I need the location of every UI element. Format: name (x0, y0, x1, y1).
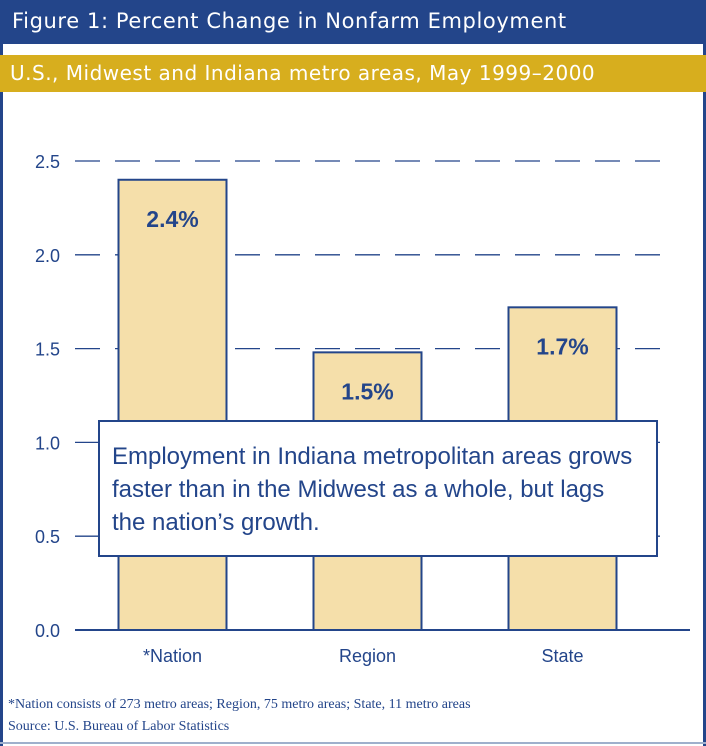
chart-title: Figure 1: Percent Change in Nonfarm Empl… (12, 9, 567, 33)
y-tick-label: 0.0 (35, 621, 60, 641)
source-note: Source: U.S. Bureau of Labor Statistics (8, 719, 230, 734)
x-tick-label: State (541, 646, 583, 666)
title-bar: Figure 1: Percent Change in Nonfarm Empl… (0, 0, 706, 44)
data-label: 2.4% (146, 206, 198, 232)
subtitle-bar: U.S., Midwest and Indiana metro areas, M… (0, 55, 706, 92)
y-tick-label: 1.5 (35, 340, 60, 360)
x-tick-label: Region (339, 646, 396, 666)
data-label: 1.7% (536, 333, 588, 359)
footnote: *Nation consists of 273 metro areas; Reg… (8, 697, 471, 712)
callout-box: Employment in Indiana metropolitan areas… (98, 420, 658, 557)
callout-text: Employment in Indiana metropolitan areas… (112, 443, 633, 536)
chart-subtitle: U.S., Midwest and Indiana metro areas, M… (10, 61, 596, 85)
y-tick-label: 2.0 (35, 246, 60, 266)
y-tick-label: 2.5 (35, 152, 60, 172)
bar-0 (117, 178, 228, 631)
y-tick-label: 0.5 (35, 527, 60, 547)
bottom-rule (0, 742, 706, 744)
data-label: 1.5% (341, 378, 393, 404)
y-tick-label: 1.0 (35, 433, 60, 453)
x-tick-label: *Nation (143, 646, 202, 666)
